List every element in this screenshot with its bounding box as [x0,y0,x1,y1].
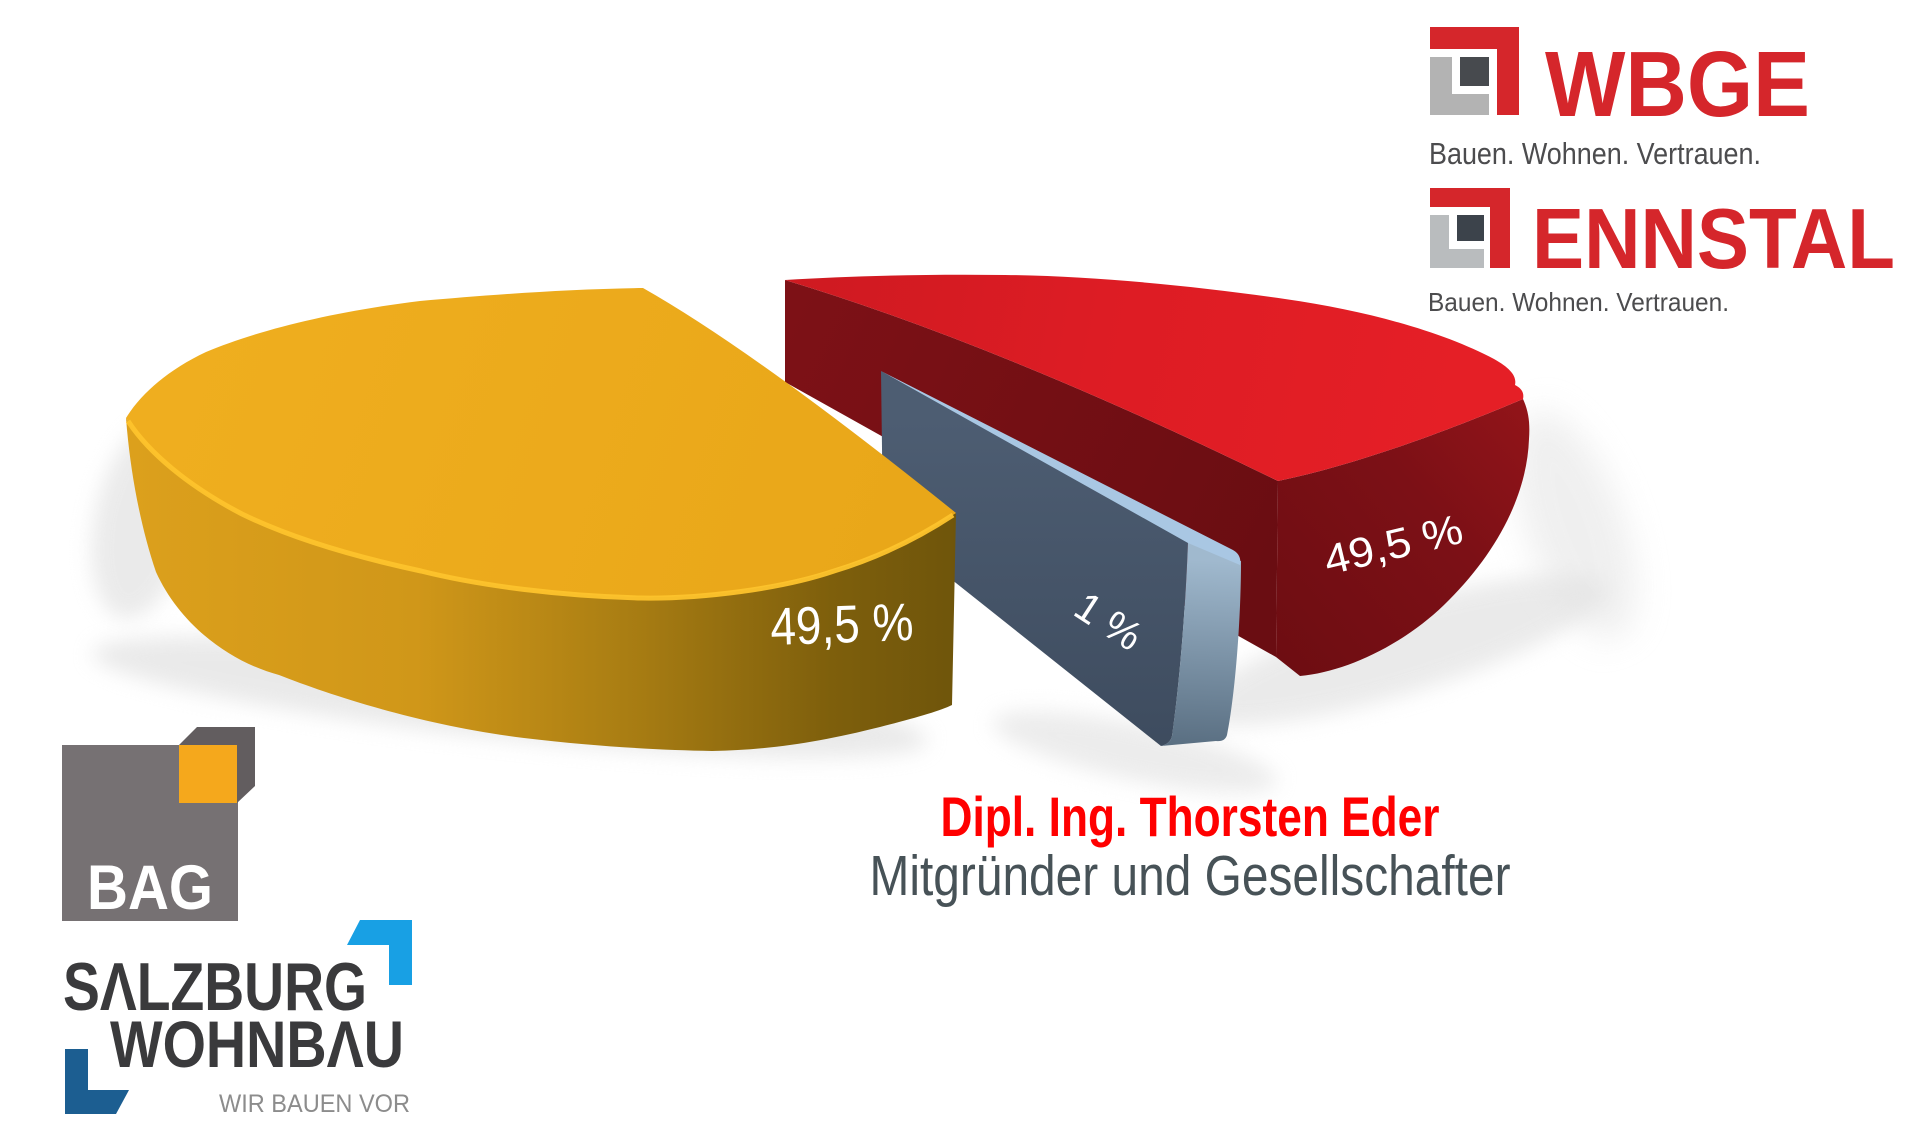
svg-text:WOHNBΛU: WOHNBΛU [110,1007,404,1081]
svg-text:Bauen. Wohnen. Vertrauen.: Bauen. Wohnen. Vertrauen. [1428,287,1729,317]
svg-text:Dipl. Ing. Thorsten Eder: Dipl. Ing. Thorsten Eder [941,785,1440,848]
svg-text:49,5 %: 49,5 % [769,593,914,657]
svg-text:BAG: BAG [87,853,213,923]
svg-text:Mitgründer und Gesellschafter: Mitgründer und Gesellschafter [870,844,1511,908]
svg-text:SΛLZBURG: SΛLZBURG [63,949,367,1025]
svg-text:WIR BAUEN VOR: WIR BAUEN VOR [219,1090,410,1118]
svg-text:ENNSTAL: ENNSTAL [1532,192,1895,287]
svg-text:WBGE: WBGE [1545,32,1810,136]
svg-text:Bauen. Wohnen. Vertrauen.: Bauen. Wohnen. Vertrauen. [1429,136,1761,171]
